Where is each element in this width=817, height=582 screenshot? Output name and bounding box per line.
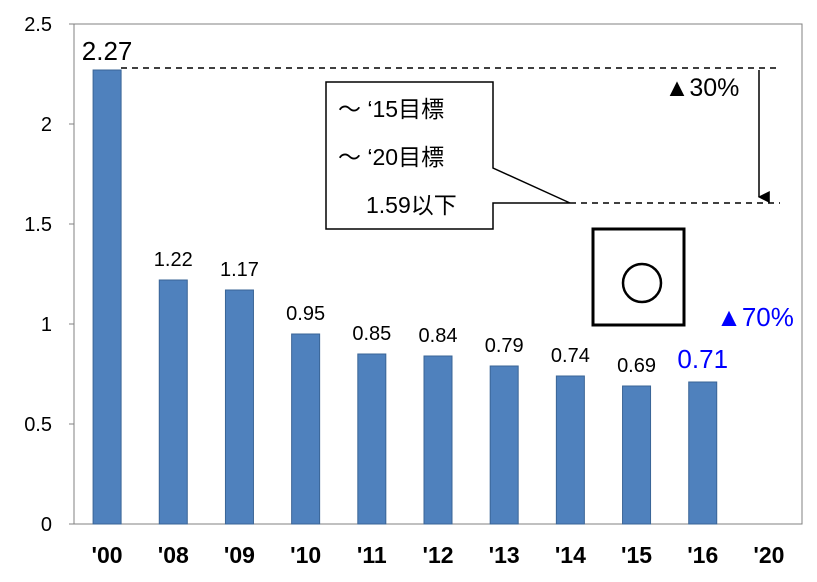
- x-tick-label: '00: [92, 542, 123, 568]
- bar-value-label: 0.95: [286, 303, 325, 325]
- bar-value-label: 0.71: [677, 344, 728, 374]
- bar-value-label: 0.84: [419, 325, 458, 347]
- x-tick-label: '15: [621, 542, 652, 568]
- x-tick-label: '14: [555, 542, 586, 568]
- achieved-box: [591, 227, 686, 327]
- x-tick-label: '20: [753, 542, 784, 568]
- bar-value-label: 1.17: [220, 259, 259, 281]
- x-tick-label: '16: [687, 542, 718, 568]
- bar-value-label: 2.27: [82, 36, 133, 66]
- bar: [555, 375, 585, 525]
- reduction-70-label: ▲70%: [716, 302, 794, 332]
- x-tick-label: '08: [158, 542, 189, 568]
- x-tick-label: '10: [290, 542, 321, 568]
- bar-value-label: 1.22: [154, 249, 193, 271]
- bar: [622, 385, 652, 525]
- bar: [688, 381, 718, 525]
- target-2015-label: ～ ‘15目標: [338, 96, 444, 122]
- x-axis: '00 '08 '09 '10 '11 '12 '13 '14 '15 '16 '20: [92, 542, 785, 568]
- y-axis: 0 0.5 1 1.5 2 2.5: [24, 14, 74, 536]
- bar-labels-group: 2.27 1.22 1.17 0.95 0.85 0.84 0.79 0.74 0.69 0.71: [82, 36, 728, 377]
- y-tick-label: 0: [41, 514, 52, 536]
- bar: [158, 279, 188, 525]
- bar: [357, 353, 387, 525]
- y-tick-label: 1: [41, 314, 52, 336]
- bars-group: [92, 69, 718, 525]
- bar-value-label: 0.69: [617, 355, 656, 377]
- target-callout-box: [325, 81, 571, 230]
- bar: [224, 289, 254, 525]
- bar: [423, 355, 453, 525]
- target-2020-label: ～ ‘20目標: [338, 144, 444, 170]
- y-tick-label: 2.5: [24, 14, 52, 36]
- achieved-circle-icon: [621, 262, 663, 304]
- x-tick-label: '13: [489, 542, 520, 568]
- target-value-label: 1.59以下: [366, 192, 457, 218]
- y-tick-label: 0.5: [24, 414, 52, 436]
- bar: [489, 365, 519, 525]
- bar: [291, 333, 321, 525]
- bar-value-label: 0.74: [551, 345, 590, 367]
- bar-value-label: 0.79: [485, 335, 524, 357]
- bar-value-label: 0.85: [352, 323, 391, 345]
- y-tick-label: 1.5: [24, 214, 52, 236]
- reduction-30-label: ▲30%: [665, 74, 740, 102]
- x-tick-label: '11: [357, 542, 387, 568]
- y-tick-label: 2: [41, 114, 52, 136]
- x-tick-label: '12: [422, 542, 453, 568]
- bar: [92, 69, 122, 525]
- x-tick-label: '09: [224, 542, 255, 568]
